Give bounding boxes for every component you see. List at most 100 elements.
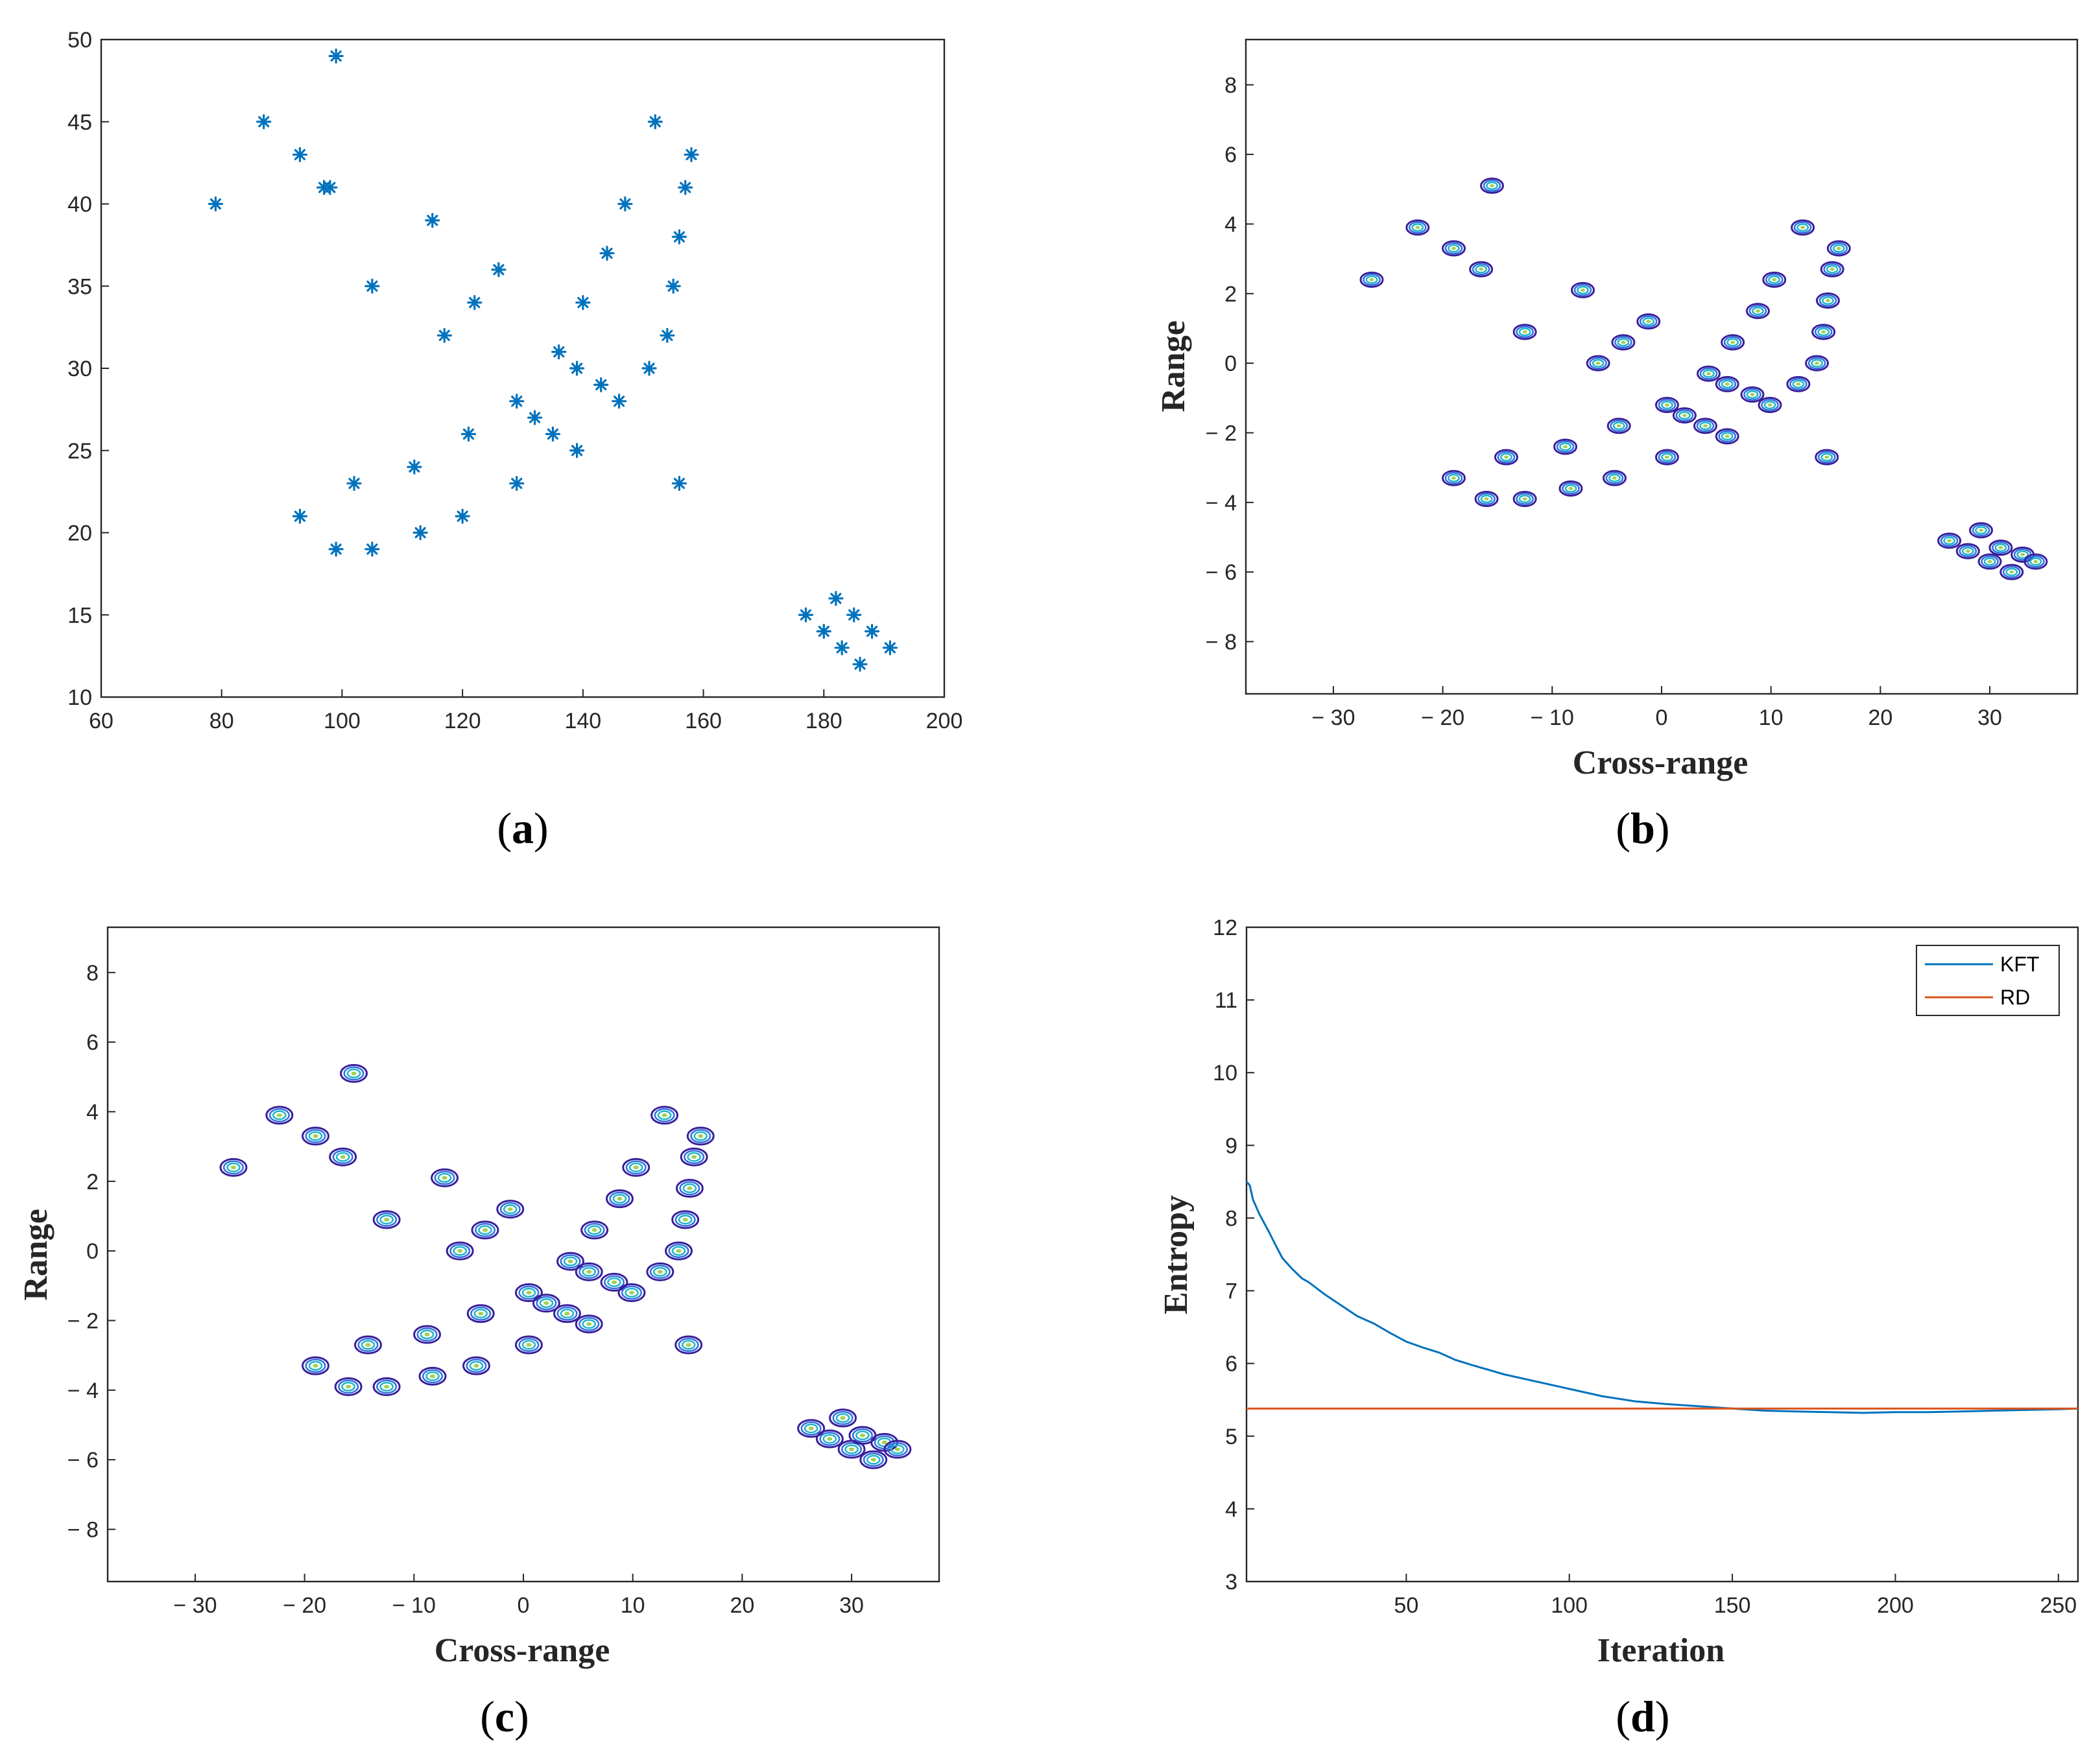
contour-point: [553, 1304, 581, 1323]
y-tick-label: − 2: [1206, 421, 1237, 445]
panel-d-line: 50 100 150 200 250 3 4 5 6 7 8 9 10 11 12 KFT RD Itera…: [1158, 916, 2079, 1741]
contour-point: [1815, 449, 1839, 466]
contour-point: [556, 1251, 585, 1271]
contour-point: [1693, 418, 1717, 434]
scatter-point: [527, 410, 543, 425]
scatter-point: [617, 196, 633, 212]
panel-b-points: [1359, 177, 2048, 580]
y-tick-label: − 4: [67, 1379, 99, 1403]
scatter-point: [678, 180, 693, 195]
contour-point: [1611, 334, 1636, 351]
y-tick-label: 3: [1225, 1570, 1237, 1595]
contour-point: [1955, 543, 1980, 560]
scatter-point: [467, 295, 483, 311]
scatter-point: [852, 656, 868, 672]
x-tick-label: − 10: [392, 1593, 436, 1618]
x-tick-label: 200: [1877, 1593, 1914, 1618]
panel-a-label: (a): [497, 803, 548, 853]
x-tick-label: 180: [805, 709, 842, 733]
contour-point: [1494, 449, 1518, 466]
y-tick-label: 45: [67, 110, 92, 135]
scatter-point: [846, 607, 862, 622]
contour-point: [1553, 438, 1578, 455]
x-tick-label: − 30: [1311, 706, 1355, 730]
y-tick-label: 8: [86, 961, 99, 986]
contour-point: [815, 1429, 844, 1449]
contour-point: [1654, 397, 1679, 414]
contour-point: [302, 1356, 329, 1375]
scatter-point: [798, 607, 814, 622]
contour-point: [1480, 177, 1505, 194]
contour-point: [1512, 324, 1537, 340]
y-tick-label: 30: [67, 357, 92, 381]
contour-point: [1988, 540, 2013, 556]
contour-point: [1805, 355, 1830, 372]
panel-c-xlabel: Cross-range: [435, 1632, 610, 1669]
contour-point: [600, 1272, 628, 1292]
contour-point: [1442, 240, 1466, 257]
x-tick-label: 150: [1714, 1593, 1751, 1618]
x-tick-label: − 20: [1421, 706, 1464, 730]
contour-point: [446, 1241, 474, 1261]
contour-point: [1602, 469, 1627, 486]
contour-point: [1474, 490, 1499, 507]
y-tick-label: 5: [1225, 1425, 1237, 1449]
scatter-point: [684, 147, 699, 163]
contour-point: [1815, 292, 1840, 309]
x-tick-label: 30: [1977, 706, 2002, 730]
y-tick-label: 4: [86, 1100, 99, 1124]
contour-point: [514, 1283, 543, 1303]
contour-point: [650, 1106, 679, 1125]
scatter-point: [407, 459, 422, 475]
y-tick-label: 10: [1213, 1061, 1237, 1085]
scatter-point: [328, 48, 344, 64]
x-tick-label: 50: [1394, 1593, 1418, 1618]
contour-point: [1820, 261, 1844, 278]
panel-b-ylabel: Range: [1155, 320, 1192, 412]
contour-point: [1359, 271, 1384, 288]
contour-point: [575, 1314, 603, 1334]
y-tick-label: 4: [1224, 212, 1237, 237]
contour-point: [1558, 480, 1583, 497]
panel-a-ticks: 60 80 100 120 140 160 180 200 10 15 20 25 30 35 40 45 50: [67, 28, 962, 733]
scatter-point: [660, 327, 675, 343]
y-tick-label: 2: [1224, 282, 1237, 307]
contour-point: [353, 1335, 382, 1355]
scatter-point: [460, 426, 477, 442]
scatter-point: [599, 245, 615, 261]
contour-point: [413, 1325, 442, 1344]
contour-point: [1442, 469, 1466, 486]
panel-c-label: (c): [480, 1692, 529, 1741]
x-tick-label: 160: [685, 709, 722, 733]
scatter-point: [575, 295, 591, 311]
x-tick-label: 30: [839, 1593, 864, 1618]
y-tick-label: 12: [1213, 916, 1237, 940]
contour-point: [219, 1157, 248, 1177]
x-tick-label: 0: [518, 1593, 530, 1618]
contour-point: [1697, 365, 1721, 382]
panel-b-xlabel: Cross-range: [1573, 744, 1748, 781]
contour-point: [418, 1366, 447, 1386]
contour-point: [329, 1147, 357, 1167]
y-tick-label: 40: [67, 193, 92, 217]
scatter-point: [671, 475, 687, 492]
x-tick-label: 100: [324, 709, 361, 733]
y-tick-label: − 8: [67, 1517, 99, 1542]
panel-d-ticks: 50 100 150 200 250 3 4 5 6 7 8 9 10 11 12: [1213, 916, 2077, 1618]
y-tick-label: 7: [1225, 1279, 1237, 1304]
scatter-point: [641, 361, 657, 376]
y-tick-label: − 4: [1206, 491, 1237, 516]
x-tick-label: − 30: [173, 1593, 217, 1618]
panel-d-ylabel: Entropy: [1158, 1195, 1195, 1314]
x-tick-label: 80: [209, 709, 234, 733]
contour-point: [1762, 271, 1787, 288]
contour-point: [462, 1356, 490, 1375]
panel-d-legend: KFT RD: [1916, 945, 2060, 1016]
panel-d-xlabel: Iteration: [1597, 1632, 1724, 1669]
contour-point: [514, 1335, 543, 1355]
x-tick-label: 200: [926, 709, 963, 733]
contour-point: [680, 1147, 708, 1167]
